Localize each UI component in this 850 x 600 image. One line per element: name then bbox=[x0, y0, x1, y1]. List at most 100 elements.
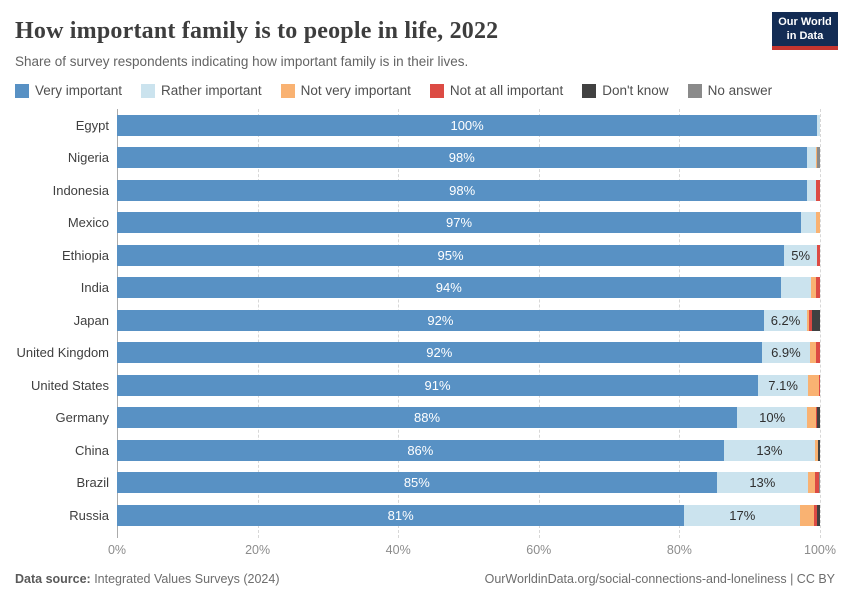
bar-value-label: 94% bbox=[435, 280, 462, 296]
bar-segment-very[interactable]: 91% bbox=[117, 374, 759, 396]
bar-segment-dont-know[interactable] bbox=[817, 439, 820, 461]
bar-value-label: 7.1% bbox=[768, 377, 798, 393]
bar-segment-very[interactable]: 88% bbox=[117, 407, 738, 429]
bar-segment-no-answer[interactable] bbox=[817, 147, 820, 169]
country-label: Indonesia bbox=[52, 182, 109, 198]
bar-value-label: 95% bbox=[437, 247, 464, 263]
bar-segment-not-very[interactable] bbox=[815, 147, 818, 169]
bar-track: 85% 13% bbox=[117, 472, 820, 494]
bar-track: 97% bbox=[117, 212, 820, 234]
page-title: How important family is to people in lif… bbox=[15, 18, 499, 44]
chart-row-nigeria: Nigeria 98% bbox=[15, 142, 835, 175]
axis-tick-label-80: 80% bbox=[666, 542, 692, 557]
bar-segment-not-very[interactable] bbox=[807, 309, 810, 331]
bar-segment-not-at-all[interactable] bbox=[815, 179, 820, 201]
bar-segment-not-very[interactable] bbox=[810, 342, 817, 364]
x-axis: 0% 20% 40% 60% 80% 100% bbox=[108, 538, 836, 562]
bar-segment-rather[interactable] bbox=[780, 277, 811, 299]
legend-label-not-at-all: Not at all important bbox=[449, 83, 564, 98]
bar-segment-very[interactable]: 86% bbox=[117, 439, 724, 461]
legend: Very important Rather important Not very i… bbox=[15, 83, 835, 98]
bar-segment-very[interactable]: 94% bbox=[117, 277, 781, 299]
chart-row-mexico: Mexico 97% bbox=[15, 207, 835, 240]
bar-segment-rather[interactable]: 17% bbox=[684, 504, 801, 526]
chart-row-egypt: Egypt 100% bbox=[15, 109, 835, 142]
legend-item-not-at-all[interactable]: Not at all important bbox=[429, 83, 564, 98]
legend-swatch-rather bbox=[141, 83, 156, 98]
chart-row-china: China 86% 13% bbox=[15, 434, 835, 467]
bar-value-label: 10% bbox=[759, 410, 786, 426]
chart-row-united-kingdom: United Kingdom 92% 6.9% bbox=[15, 337, 835, 370]
bar-segment-not-at-all[interactable] bbox=[809, 309, 812, 331]
legend-label-not-very: Not very important bbox=[300, 83, 411, 98]
bar-segment-rather[interactable] bbox=[806, 147, 816, 169]
bar-segment-not-at-all[interactable] bbox=[815, 472, 819, 494]
bar-segment-not-very[interactable] bbox=[815, 439, 818, 461]
legend-item-very[interactable]: Very important bbox=[15, 83, 122, 98]
bar-segment-very[interactable]: 98% bbox=[117, 179, 808, 201]
bar-segment-no-answer[interactable] bbox=[818, 472, 820, 494]
bar-segment-not-very[interactable] bbox=[808, 374, 819, 396]
country-label: Brazil bbox=[76, 475, 109, 491]
chart-row-russia: Russia 81% 17% bbox=[15, 499, 835, 532]
bar-segment-very[interactable]: 100% bbox=[117, 114, 818, 136]
gridline-100 bbox=[820, 109, 821, 538]
bar-value-label: 81% bbox=[387, 507, 414, 523]
owid-logo[interactable]: Our World in Data bbox=[772, 12, 838, 50]
bar-segment-very[interactable]: 92% bbox=[117, 342, 762, 364]
bar-value-label: 98% bbox=[448, 150, 475, 166]
bar-segment-rather[interactable]: 5% bbox=[784, 244, 818, 266]
bar-track: 86% 13% bbox=[117, 439, 820, 461]
bar-segment-not-very[interactable] bbox=[808, 472, 816, 494]
bar-segment-not-at-all[interactable] bbox=[813, 504, 818, 526]
bar-segment-rather[interactable]: 6.2% bbox=[763, 309, 808, 331]
legend-item-no-answer[interactable]: No answer bbox=[687, 83, 772, 98]
legend-item-rather[interactable]: Rather important bbox=[141, 83, 262, 98]
bar-segment-very[interactable]: 98% bbox=[117, 147, 807, 169]
legend-label-very: Very important bbox=[35, 83, 123, 98]
bar-segment-not-at-all[interactable] bbox=[817, 244, 820, 266]
chart-row-indonesia: Indonesia 98% bbox=[15, 174, 835, 207]
footer-link[interactable]: OurWorldinData.org/social-connections-an… bbox=[484, 572, 835, 586]
owid-logo-line1: Our World bbox=[778, 16, 832, 28]
bar-segment-not-at-all[interactable] bbox=[818, 374, 820, 396]
bar-segment-rather[interactable]: 10% bbox=[737, 407, 808, 429]
bar-segment-very[interactable]: 85% bbox=[117, 472, 717, 494]
bar-segment-rather[interactable]: 13% bbox=[723, 439, 816, 461]
bar-segment-not-very[interactable] bbox=[815, 212, 820, 234]
bar-track: 94% bbox=[117, 277, 820, 299]
bar-segment-very[interactable]: 97% bbox=[117, 212, 802, 234]
bar-segment-very[interactable]: 92% bbox=[117, 309, 764, 331]
legend-item-dont-know[interactable]: Don't know bbox=[582, 83, 669, 98]
bar-segment-very[interactable]: 95% bbox=[117, 244, 785, 266]
bar-segment-not-very[interactable] bbox=[810, 277, 816, 299]
bar-segment-rather[interactable] bbox=[807, 179, 816, 201]
bar-segment-dont-know[interactable] bbox=[811, 309, 820, 331]
bar-track: 100% bbox=[117, 114, 820, 136]
country-label: Germany bbox=[55, 410, 109, 426]
country-label: China bbox=[75, 442, 109, 458]
bar-segment-rather[interactable]: 6.9% bbox=[761, 342, 811, 364]
bar-segment-not-at-all[interactable] bbox=[815, 277, 820, 299]
legend-item-not-very[interactable]: Not very important bbox=[280, 83, 411, 98]
country-label: United Kingdom bbox=[16, 345, 110, 361]
bar-track: 92% 6.2% bbox=[117, 309, 820, 331]
axis-tick-label-0: 0% bbox=[107, 542, 127, 557]
bar-segment-rather[interactable]: 7.1% bbox=[758, 374, 809, 396]
bar-segment-dont-know[interactable] bbox=[817, 504, 820, 526]
bar-segment-not-very[interactable] bbox=[800, 504, 814, 526]
header: How important family is to people in lif… bbox=[15, 12, 838, 69]
bar-track: 98% bbox=[117, 147, 820, 169]
bar-value-label: 13% bbox=[749, 475, 776, 491]
bar-segment-rather[interactable] bbox=[801, 212, 816, 234]
bar-segment-not-at-all[interactable] bbox=[815, 407, 818, 429]
chart-row-united-states: United States 91% 7.1% bbox=[15, 369, 835, 402]
bar-value-label: 100% bbox=[450, 117, 484, 133]
bar-segment-rather[interactable]: 13% bbox=[716, 472, 809, 494]
bar-segment-not-at-all[interactable] bbox=[816, 342, 820, 364]
bar-segment-very[interactable]: 81% bbox=[117, 504, 685, 526]
legend-swatch-not-very bbox=[280, 83, 295, 98]
bar-segment-not-very[interactable] bbox=[807, 407, 816, 429]
bar-segment-dont-know[interactable] bbox=[817, 407, 820, 429]
bar-segment-rather[interactable] bbox=[817, 114, 820, 136]
